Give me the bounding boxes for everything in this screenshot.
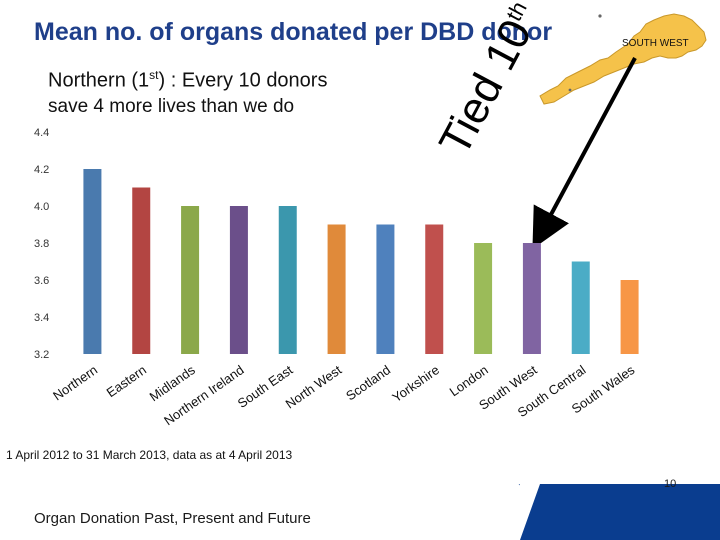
- footnote: 1 April 2012 to 31 March 2013, data as a…: [6, 448, 293, 462]
- x-tick-label: London: [447, 362, 491, 399]
- page-number: 10: [664, 478, 677, 490]
- y-tick-label: 3.8: [34, 238, 49, 250]
- x-tick-label: Northern: [50, 362, 100, 403]
- south-west-map-shape: [539, 13, 707, 105]
- footer-band: Organ Donation Past, Present and Future: [0, 484, 720, 540]
- subtitle-superscript: st: [149, 68, 159, 82]
- bar: [425, 224, 444, 354]
- south-west-map: [539, 13, 707, 105]
- bar: [376, 224, 395, 354]
- y-tick-label: 3.6: [34, 275, 49, 287]
- footer-text: Organ Donation Past, Present and Future: [34, 510, 311, 527]
- bar: [83, 169, 102, 354]
- subtitle-main: Northern (1: [48, 69, 150, 92]
- y-tick-label: 3.2: [34, 349, 49, 361]
- subtitle-rest: ) : Every 10 donors: [158, 69, 328, 92]
- footer-box: [0, 484, 540, 540]
- bar: [132, 187, 151, 354]
- bar: [327, 224, 346, 354]
- y-tick-label: 4.4: [34, 127, 49, 139]
- y-tick-label: 4.2: [34, 164, 49, 176]
- subtitle: Northern (1st) : Every 10 donors: [48, 68, 327, 93]
- bar: [522, 243, 541, 354]
- bar: [181, 206, 200, 354]
- bar: [474, 243, 493, 354]
- x-tick-label: North West: [283, 362, 345, 412]
- y-tick-label: 3.4: [34, 312, 49, 324]
- region-label: SOUTH WEST: [622, 38, 689, 49]
- y-tick-label: 4.0: [34, 201, 49, 213]
- slide-title: Mean no. of organs donated per DBD donor: [34, 18, 553, 46]
- bar: [571, 261, 590, 354]
- x-tick-label: Scotland: [343, 362, 393, 403]
- subtitle-line2: save 4 more lives than we do: [48, 96, 295, 117]
- bar: [620, 280, 639, 354]
- x-tick-label: Yorkshire: [389, 362, 442, 405]
- bar: [278, 206, 297, 354]
- x-tick-label: Eastern: [104, 362, 149, 400]
- bar: [229, 206, 248, 354]
